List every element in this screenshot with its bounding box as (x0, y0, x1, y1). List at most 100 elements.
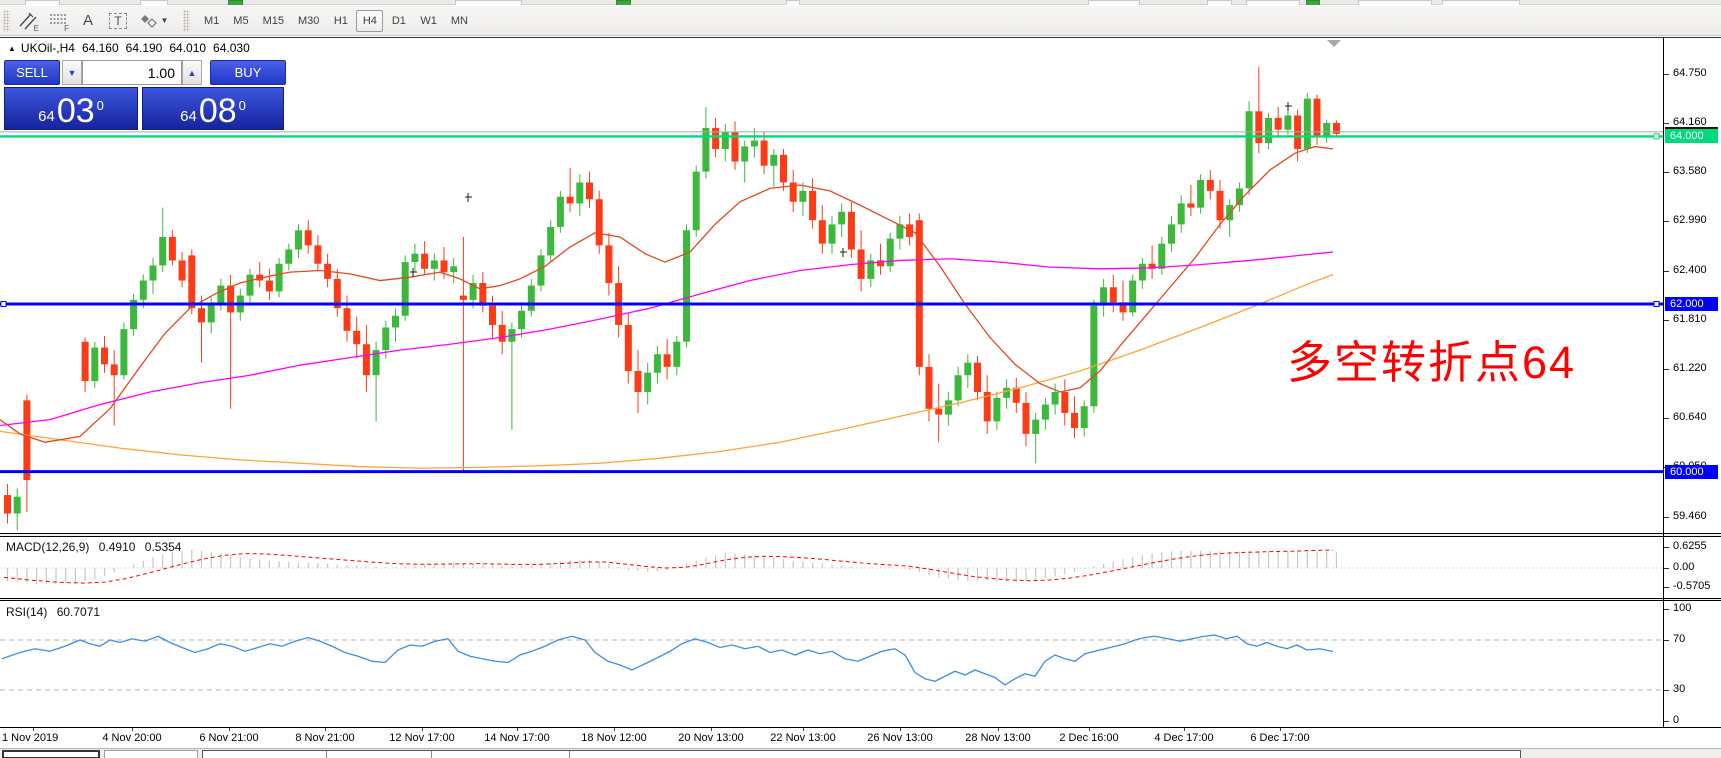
price-tick-label: 64.160 (1673, 116, 1707, 128)
ohlc-low: 64.010 (169, 41, 207, 55)
date-tick (803, 728, 804, 731)
toolbar-grip-2[interactable] (183, 9, 190, 32)
volume-increase-button[interactable]: ▲ (182, 60, 202, 85)
arrows-tool-icon[interactable]: ▼ (135, 9, 173, 33)
clipped-toolbar-row (0, 0, 1721, 5)
rsi-tick-label: 0 (1673, 714, 1680, 726)
drawing-and-timeframe-toolbar: E F A T ▼ M1 M5 M15 M30 H1 H4 D1 W1 MN (0, 6, 1721, 36)
buy-price-big-digits: 08 (198, 92, 237, 130)
buy-price-pip: 0 (238, 98, 246, 113)
clipped-button (1358, 0, 1432, 5)
symbol-timeframe-label: UKOil-,H4 (20, 41, 75, 55)
object-markers (410, 102, 1292, 277)
price-tick (1664, 73, 1669, 75)
chart-shift-marker-icon (1327, 40, 1341, 47)
rsi-tick (1664, 640, 1669, 641)
date-label: 6 Nov 21:00 (199, 732, 259, 744)
window-tab-active[interactable] (2, 750, 100, 758)
shapes-glyph (140, 14, 157, 28)
macd-tick (1664, 587, 1669, 589)
rsi-panel-canvas[interactable] (0, 601, 1663, 727)
clipped-button-green (1306, 0, 1320, 5)
macd-histogram (6, 549, 1338, 585)
date-axis[interactable]: 1 Nov 2019 4 Nov 20:00 6 Nov 21:00 8 Nov 21… (0, 728, 1721, 748)
macd-tick-label: 0.6255 (1673, 540, 1707, 552)
timeframe-button-w1[interactable]: W1 (420, 14, 437, 27)
rsi-tick (1664, 609, 1669, 610)
macd-signal-line (3, 549, 1334, 584)
buy-price-display[interactable]: 64 08 0 (142, 87, 284, 130)
date-label: 2 Dec 16:00 (1059, 732, 1119, 744)
price-tick-label: 59.460 (1673, 509, 1707, 522)
panel-separator-1[interactable] (0, 533, 1721, 537)
text-tool-icon[interactable]: A (82, 12, 93, 29)
date-label: 18 Nov 12:00 (581, 732, 647, 744)
text-label-tool-icon[interactable]: T (105, 9, 131, 33)
date-label: 14 Nov 17:00 (484, 732, 550, 744)
horizontal-scrollbar[interactable] (202, 750, 1521, 758)
rsi-tick-label: 100 (1673, 602, 1692, 614)
timeframe-button-h1[interactable]: H1 (333, 14, 348, 27)
window-tab[interactable] (104, 750, 198, 758)
volume-decrease-button[interactable]: ▼ (62, 60, 82, 85)
fibo-glyph (50, 13, 66, 24)
price-tick-label: 62.990 (1673, 214, 1707, 226)
toolbar-grip[interactable] (3, 9, 10, 32)
dropdown-caret-icon: ▼ (160, 16, 169, 25)
timeframe-button-m5[interactable]: M5 (233, 14, 249, 27)
price-level-label-60.000: 60.000 (1665, 464, 1718, 479)
macd-tick-label: -0.5705 (1673, 580, 1711, 593)
date-label: 4 Dec 17:00 (1154, 732, 1214, 744)
price-chart-canvas[interactable] (0, 38, 1663, 533)
sell-price-display[interactable]: 64 03 0 (4, 87, 138, 130)
date-label: 12 Nov 17:00 (389, 732, 455, 744)
timeframe-button-h4[interactable]: H4 (356, 9, 384, 32)
timeframe-button-mn[interactable]: MN (450, 14, 468, 27)
ohlc-high: 64.190 (125, 41, 163, 55)
volume-input[interactable] (82, 60, 182, 85)
scrollbar-tick (431, 751, 432, 758)
timeframe-button-d1[interactable]: D1 (391, 14, 406, 27)
price-tick-label: 62.400 (1673, 263, 1707, 276)
clipped-button-green (228, 0, 243, 5)
fibonacci-retracement-icon[interactable]: F (45, 9, 71, 33)
price-tick (1664, 516, 1669, 518)
timeframe-button-m1[interactable]: M1 (204, 14, 220, 27)
ma-red-line (0, 145, 1334, 443)
timeframe-button-m30[interactable]: M30 (297, 14, 320, 27)
rsi-tick (1664, 690, 1669, 691)
chart-annotation-text: 多空转折点64 (1287, 337, 1577, 388)
date-tick (1184, 728, 1185, 731)
date-label: 26 Nov 13:00 (867, 732, 933, 744)
line-handle (0, 301, 7, 307)
scrollbar-tick (569, 751, 570, 758)
one-click-panel-toggle-icon[interactable]: ▲ (8, 43, 16, 53)
price-tick (1664, 171, 1669, 173)
ma-magenta-line (0, 251, 1334, 427)
macd-panel-canvas[interactable] (0, 537, 1663, 598)
price-level-label-62.000: 62.000 (1665, 297, 1718, 311)
ohlc-close: 64.030 (213, 41, 250, 55)
buy-button[interactable]: BUY (210, 60, 286, 85)
rsi-tick-label: 70 (1673, 633, 1686, 645)
price-tick (1664, 270, 1669, 272)
clipped-button (1088, 0, 1140, 5)
equidistant-channel-icon[interactable]: E (15, 9, 41, 33)
macd-tick (1664, 547, 1669, 548)
timeframe-button-m15[interactable]: M15 (262, 14, 284, 27)
price-tick (1664, 418, 1669, 419)
macd-signal-value: 0.5354 (144, 540, 182, 554)
date-tick (1280, 728, 1281, 731)
price-tick (1664, 319, 1669, 321)
clipped-button (455, 0, 522, 5)
price-tick-label: 64.750 (1673, 66, 1707, 79)
macd-tick-label: 0.00 (1673, 561, 1695, 573)
price-axis[interactable]: 64.750 64.160 63.580 62.990 62.400 61.810 61.2… (1663, 37, 1721, 728)
window-bottom-strip (0, 748, 1721, 758)
line-handle (1653, 133, 1660, 140)
timeframe-button-group: M1 M5 M15 M30 H1 H4 D1 W1 MN (197, 9, 475, 32)
channel-glyph (19, 12, 37, 29)
panel-separator-2[interactable] (0, 598, 1721, 601)
sell-button[interactable]: SELL (4, 60, 60, 85)
date-tick (422, 728, 423, 731)
